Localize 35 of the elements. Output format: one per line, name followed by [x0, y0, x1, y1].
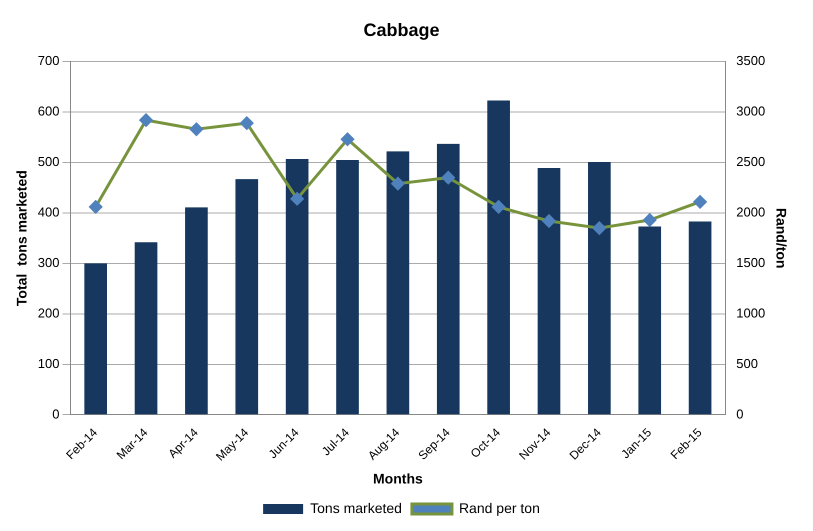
bar: [235, 179, 258, 414]
y-tick-label: 300: [38, 254, 60, 270]
y2-tick-label: 500: [736, 356, 758, 371]
y-axis-title: Total tons marketed: [13, 170, 30, 306]
y2-tick-label: 3500: [736, 53, 766, 68]
bar: [688, 222, 712, 414]
y-tick-label: 400: [38, 204, 60, 220]
bar: [638, 226, 662, 414]
bar: [286, 158, 308, 414]
y2-tick-label: 3000: [736, 104, 766, 119]
bar: [588, 162, 611, 414]
bar: [185, 207, 208, 414]
bar: [386, 151, 410, 414]
legend-label: Tons marketed: [310, 500, 402, 516]
y-tick-label: 500: [38, 154, 60, 170]
bar: [436, 144, 460, 414]
y-tick-label: 700: [38, 53, 60, 68]
y-tick-label: 0: [52, 406, 60, 422]
chart-title: Cabbage: [363, 20, 440, 40]
y2-axis-title: Rand/ton: [774, 208, 790, 268]
bar: [134, 242, 158, 414]
bar: [487, 100, 510, 414]
bar: [336, 160, 359, 414]
bar: [538, 168, 560, 414]
y-tick-label: 600: [38, 104, 60, 119]
y2-tick-label: 2000: [736, 204, 766, 220]
legend-label: Rand per ton: [458, 500, 540, 516]
y2-tick-label: 0: [736, 406, 744, 422]
y2-tick-label: 1000: [736, 305, 766, 320]
y-tick-label: 200: [38, 305, 60, 320]
y2-tick-label: 1500: [736, 254, 766, 270]
bar: [84, 263, 108, 414]
y-tick-label: 100: [38, 356, 60, 371]
y2-tick-label: 2500: [736, 154, 766, 170]
x-axis-title: Months: [373, 470, 423, 486]
